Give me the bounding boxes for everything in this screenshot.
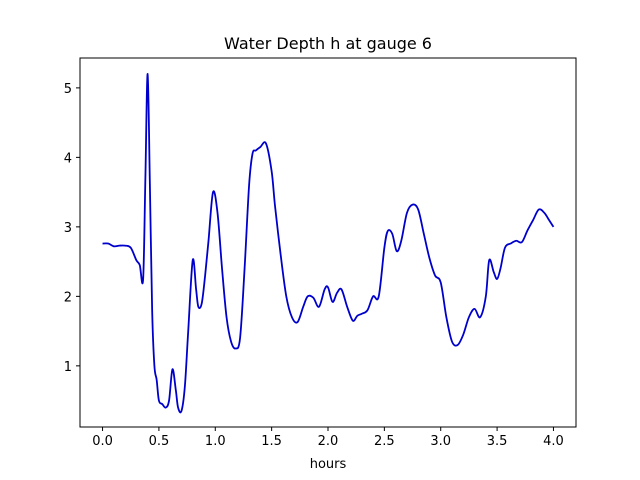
- x-tick-label: 0.5: [149, 434, 170, 449]
- x-tick-label: 4.0: [543, 434, 564, 449]
- axes-frame: [79, 57, 577, 428]
- axis-ticks-layer: 0.0 0.5 1.0 1.5 2.0 2.5 3.0 3.5 4.0 1 2 3 4 5: [64, 82, 564, 449]
- x-tick-label: 3.0: [430, 434, 451, 449]
- plot-data-layer: [102, 73, 555, 414]
- y-tick-label: 4: [64, 151, 72, 166]
- x-tick-label: 3.5: [487, 434, 508, 449]
- x-axis-label: hours: [310, 457, 347, 472]
- chart-title: Water Depth h at gauge 6: [224, 34, 432, 53]
- x-tick-label: 1.5: [261, 434, 282, 449]
- x-tick-label: 1.0: [205, 434, 226, 449]
- y-tick-label: 2: [64, 290, 72, 305]
- y-tick-label: 1: [64, 360, 72, 375]
- x-tick-label: 2.5: [374, 434, 395, 449]
- x-tick-label: 2.0: [318, 434, 339, 449]
- y-tick-label: 5: [64, 82, 72, 97]
- series-line-0: [102, 73, 555, 414]
- y-tick-label: 3: [64, 221, 72, 236]
- x-tick-label: 0.0: [92, 434, 113, 449]
